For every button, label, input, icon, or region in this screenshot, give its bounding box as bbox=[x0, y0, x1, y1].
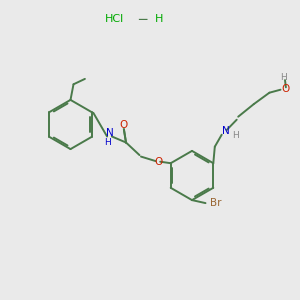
Text: H: H bbox=[232, 131, 238, 140]
Text: H: H bbox=[105, 138, 111, 147]
Text: HCl: HCl bbox=[104, 14, 124, 25]
Text: O: O bbox=[154, 157, 162, 167]
Text: ─: ─ bbox=[138, 13, 147, 26]
Text: Br: Br bbox=[210, 198, 221, 208]
Text: N: N bbox=[106, 128, 113, 139]
Text: H: H bbox=[155, 14, 163, 25]
Text: H: H bbox=[280, 73, 287, 82]
Text: O: O bbox=[120, 120, 128, 130]
Text: N: N bbox=[222, 126, 230, 136]
Text: O: O bbox=[282, 84, 290, 94]
